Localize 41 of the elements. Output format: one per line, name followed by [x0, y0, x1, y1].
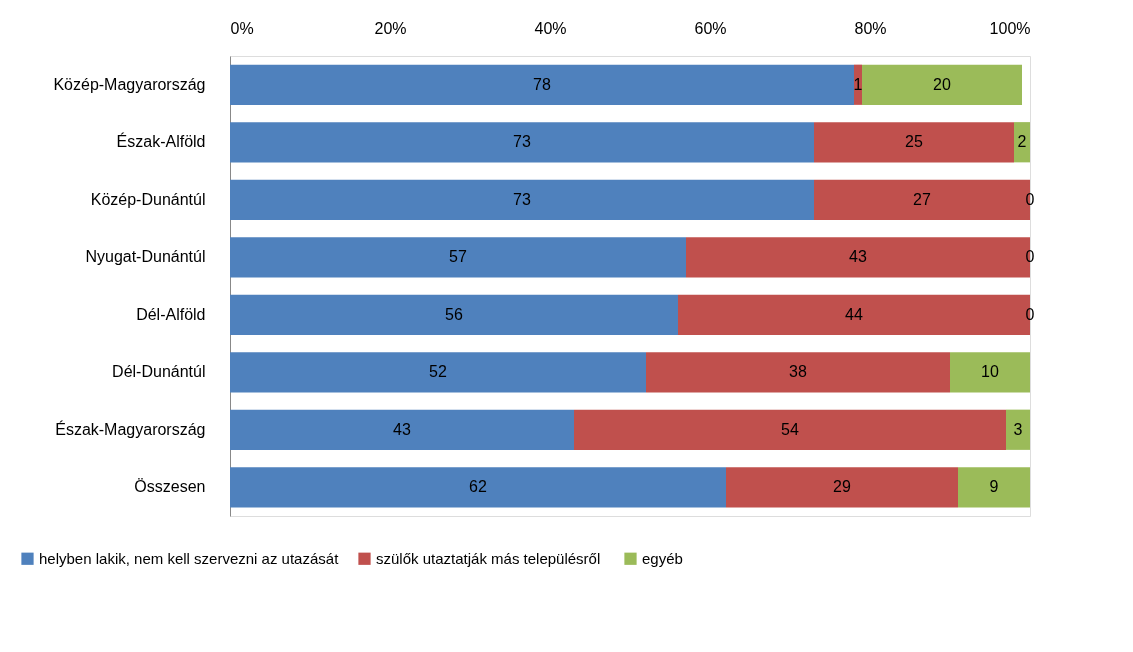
y-tick-label: Észak-Alföld [116, 132, 206, 151]
data-label: 10 [981, 363, 999, 381]
data-label: 78 [533, 75, 551, 93]
data-label: 0 [1025, 305, 1035, 323]
legend-label: helyben lakik, nem kell szervezni az utazását [39, 549, 340, 567]
x-tick-label: 0% [230, 19, 254, 37]
y-tick-label: Közép-Dunántúl [90, 190, 206, 208]
data-label: 3 [1013, 420, 1023, 438]
y-tick-label: Nyugat-Dunántúl [85, 248, 206, 266]
legend-label: egyéb [642, 549, 683, 567]
y-tick-label: Dél-Alföld [136, 305, 206, 323]
data-label: 54 [781, 420, 799, 438]
data-label: 29 [833, 478, 851, 496]
data-label: 1 [853, 75, 863, 93]
data-label: 2 [1017, 133, 1027, 151]
y-tick-label: Közép-Magyarország [53, 75, 206, 93]
data-label: 0 [1025, 190, 1035, 208]
data-label: 57 [449, 248, 467, 266]
data-label: 43 [849, 248, 867, 266]
x-tick-label: 60% [694, 19, 727, 37]
data-label: 52 [429, 363, 447, 381]
x-tick-label: 80% [854, 19, 887, 37]
data-label: 73 [513, 133, 531, 151]
x-tick-label: 40% [534, 19, 567, 37]
data-label: 43 [393, 420, 411, 438]
data-label: 27 [913, 190, 931, 208]
data-label: 44 [845, 305, 863, 323]
data-label: 73 [513, 190, 531, 208]
data-label: 20 [933, 75, 951, 93]
y-tick-label: Dél-Dunántúl [112, 363, 206, 381]
y-tick-label: Összesen [134, 478, 206, 496]
data-label: 0 [1025, 248, 1035, 266]
x-tick-label: 100% [989, 19, 1031, 37]
data-label: 25 [905, 133, 923, 151]
legend-label: szülők utaztatják más településről [376, 549, 601, 567]
y-tick-label: Észak-Magyarország [55, 419, 206, 438]
x-tick-label: 20% [374, 19, 407, 37]
data-label: 56 [445, 305, 463, 323]
data-label: 38 [789, 363, 807, 381]
data-label: 9 [989, 478, 999, 496]
data-label: 62 [469, 478, 487, 496]
